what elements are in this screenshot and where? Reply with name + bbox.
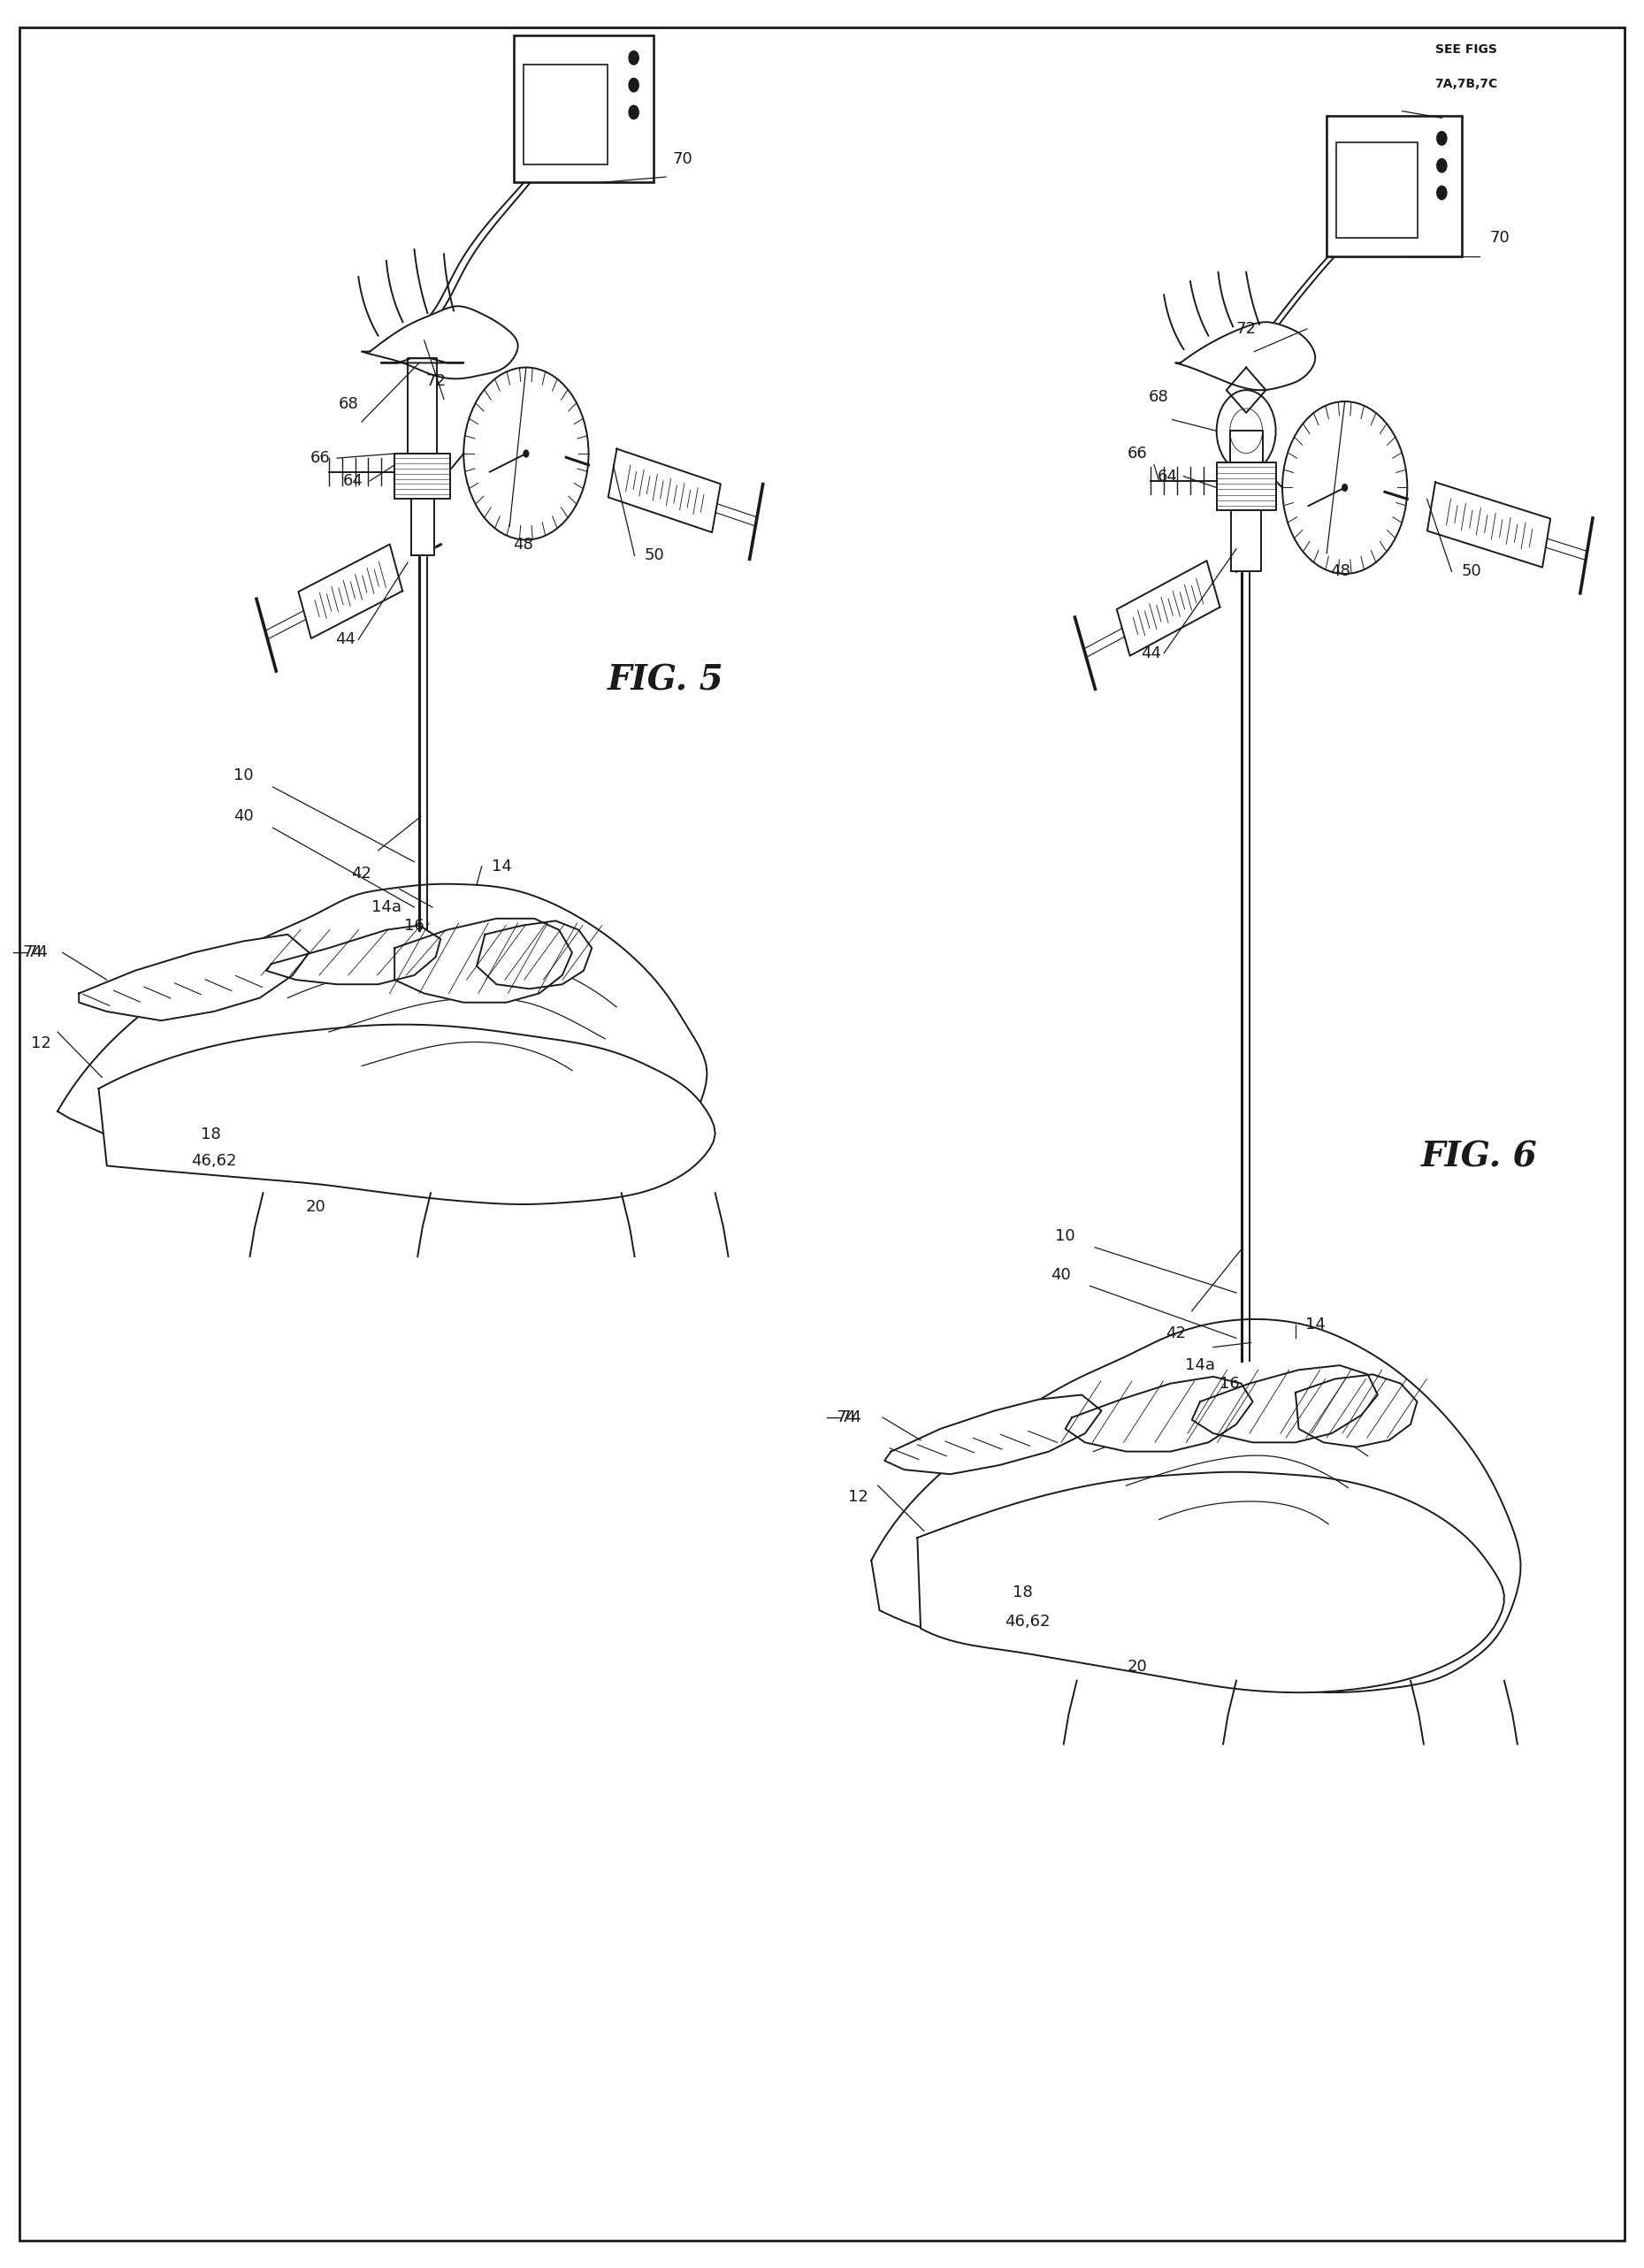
Polygon shape (1295, 1374, 1417, 1447)
Bar (1337, 143, 1417, 238)
Text: 48: 48 (513, 535, 533, 553)
Circle shape (1342, 483, 1348, 492)
Polygon shape (411, 499, 434, 556)
Bar (523, 64, 607, 166)
Text: 14a: 14a (372, 898, 401, 916)
Text: FIG. 5: FIG. 5 (608, 665, 723, 696)
Text: 42: 42 (352, 864, 372, 882)
Text: 74: 74 (23, 943, 43, 962)
Text: 74: 74 (837, 1408, 857, 1427)
Polygon shape (1217, 463, 1276, 510)
Polygon shape (884, 1395, 1101, 1474)
Text: 70: 70 (1489, 229, 1509, 247)
Polygon shape (1226, 367, 1266, 413)
Polygon shape (299, 544, 403, 637)
Circle shape (1437, 132, 1447, 145)
Polygon shape (362, 306, 518, 379)
Polygon shape (408, 358, 437, 454)
Text: 72: 72 (1236, 320, 1256, 338)
Text: 14: 14 (492, 857, 511, 875)
Bar (1327, 116, 1462, 256)
Polygon shape (477, 921, 592, 989)
Text: 7A,7B,7C: 7A,7B,7C (1435, 77, 1498, 91)
Text: 68: 68 (339, 395, 358, 413)
Text: 68: 68 (1149, 388, 1169, 406)
Polygon shape (608, 449, 720, 533)
Text: 14: 14 (1305, 1315, 1325, 1334)
Text: 46,62: 46,62 (1004, 1613, 1051, 1631)
Text: 64: 64 (1157, 467, 1177, 485)
Text: 14a: 14a (1185, 1356, 1215, 1374)
Text: 10: 10 (1055, 1227, 1075, 1245)
Text: 20: 20 (1128, 1658, 1148, 1676)
Circle shape (1437, 159, 1447, 172)
Text: 44: 44 (1141, 644, 1161, 662)
Text: 12: 12 (848, 1488, 868, 1506)
Text: 42: 42 (1166, 1325, 1185, 1343)
Text: 64: 64 (344, 472, 363, 490)
Circle shape (628, 52, 638, 66)
Text: 72: 72 (426, 372, 446, 390)
Polygon shape (1192, 1365, 1378, 1442)
Polygon shape (79, 934, 309, 1021)
Polygon shape (1175, 322, 1315, 390)
Circle shape (628, 104, 638, 120)
Text: SEE FIGS: SEE FIGS (1435, 43, 1498, 57)
Text: 66: 66 (1128, 445, 1148, 463)
Polygon shape (381, 358, 464, 363)
Polygon shape (1230, 431, 1263, 463)
Polygon shape (1065, 1377, 1253, 1452)
Polygon shape (99, 1025, 715, 1204)
Circle shape (1217, 390, 1276, 472)
Text: 44: 44 (335, 631, 355, 649)
Circle shape (1437, 186, 1447, 200)
Text: 40: 40 (233, 807, 253, 826)
Polygon shape (395, 454, 450, 499)
Text: —74: —74 (12, 943, 48, 962)
Text: 46,62: 46,62 (191, 1152, 237, 1170)
Polygon shape (1231, 510, 1261, 572)
Text: 70: 70 (672, 150, 692, 168)
Polygon shape (917, 1472, 1504, 1692)
Polygon shape (58, 885, 707, 1191)
Text: 20: 20 (306, 1198, 326, 1216)
Circle shape (464, 367, 589, 540)
Text: FIG. 6: FIG. 6 (1422, 1141, 1537, 1173)
Text: 50: 50 (644, 547, 664, 565)
Text: 66: 66 (311, 449, 330, 467)
Polygon shape (395, 919, 572, 1002)
Text: 48: 48 (1330, 562, 1350, 581)
Polygon shape (266, 925, 441, 984)
Text: 18: 18 (1013, 1583, 1032, 1601)
Bar (513, 36, 654, 184)
Polygon shape (1116, 560, 1220, 655)
Circle shape (523, 449, 529, 458)
Text: 16: 16 (404, 916, 424, 934)
Polygon shape (871, 1320, 1521, 1692)
Text: 12: 12 (31, 1034, 51, 1052)
Text: 10: 10 (233, 767, 253, 785)
Text: 16: 16 (1220, 1374, 1240, 1393)
Circle shape (1282, 401, 1407, 574)
Polygon shape (1427, 483, 1550, 567)
Text: 40: 40 (1051, 1266, 1070, 1284)
Text: 18: 18 (201, 1125, 220, 1143)
Text: —74: —74 (825, 1408, 861, 1427)
Circle shape (628, 79, 638, 93)
Text: 50: 50 (1462, 562, 1481, 581)
